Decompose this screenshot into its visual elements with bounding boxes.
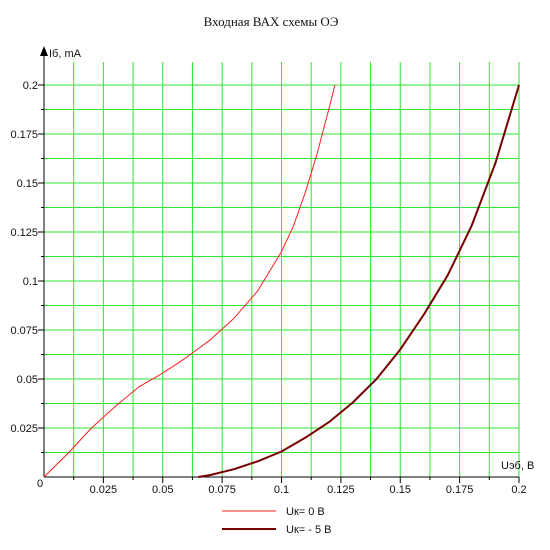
x-tick-label: 0.025: [90, 484, 118, 496]
y-tick-label: 0.05: [17, 374, 38, 386]
series-line: [43, 84, 336, 478]
chart-title: Входная ВАХ схемы ОЭ: [204, 14, 339, 29]
y-tick-label: 0.1: [23, 276, 38, 288]
legend: Uк= 0 В Uк= - 5 В: [222, 506, 331, 536]
x-axis-label: Uэб, В: [501, 460, 534, 472]
origin-label: 0: [37, 478, 43, 490]
legend-label: Uк= 0 В: [286, 506, 325, 518]
legend-label: Uк= - 5 В: [286, 524, 331, 536]
ticks: 0.025 0.05 0.075 0.1 0.125 0.15 0.175 0.2 0.025 0…: [10, 80, 526, 496]
x-tick-label: 0.075: [208, 484, 236, 496]
series-line: [198, 84, 520, 478]
y-tick-label: 0.175: [10, 129, 38, 141]
y-tick-label: 0.025: [10, 423, 38, 435]
x-tick-label: 0.15: [390, 484, 411, 496]
x-tick-label: 0.175: [446, 484, 474, 496]
y-axis-arrow: [40, 46, 48, 56]
series-lines: [43, 84, 520, 478]
grid: [44, 62, 520, 477]
x-tick-label: 0.125: [327, 484, 355, 496]
x-tick-label: 0.05: [152, 484, 173, 496]
axes: [38, 46, 520, 483]
y-tick-label: 0.125: [10, 227, 38, 239]
y-tick-label: 0.2: [23, 80, 38, 92]
y-axis-label: Iб, mA: [49, 48, 82, 60]
y-tick-label: 0.075: [10, 325, 38, 337]
x-tick-label: 0.1: [274, 484, 289, 496]
y-tick-label: 0.15: [17, 178, 38, 190]
x-tick-label: 0.2: [511, 484, 526, 496]
